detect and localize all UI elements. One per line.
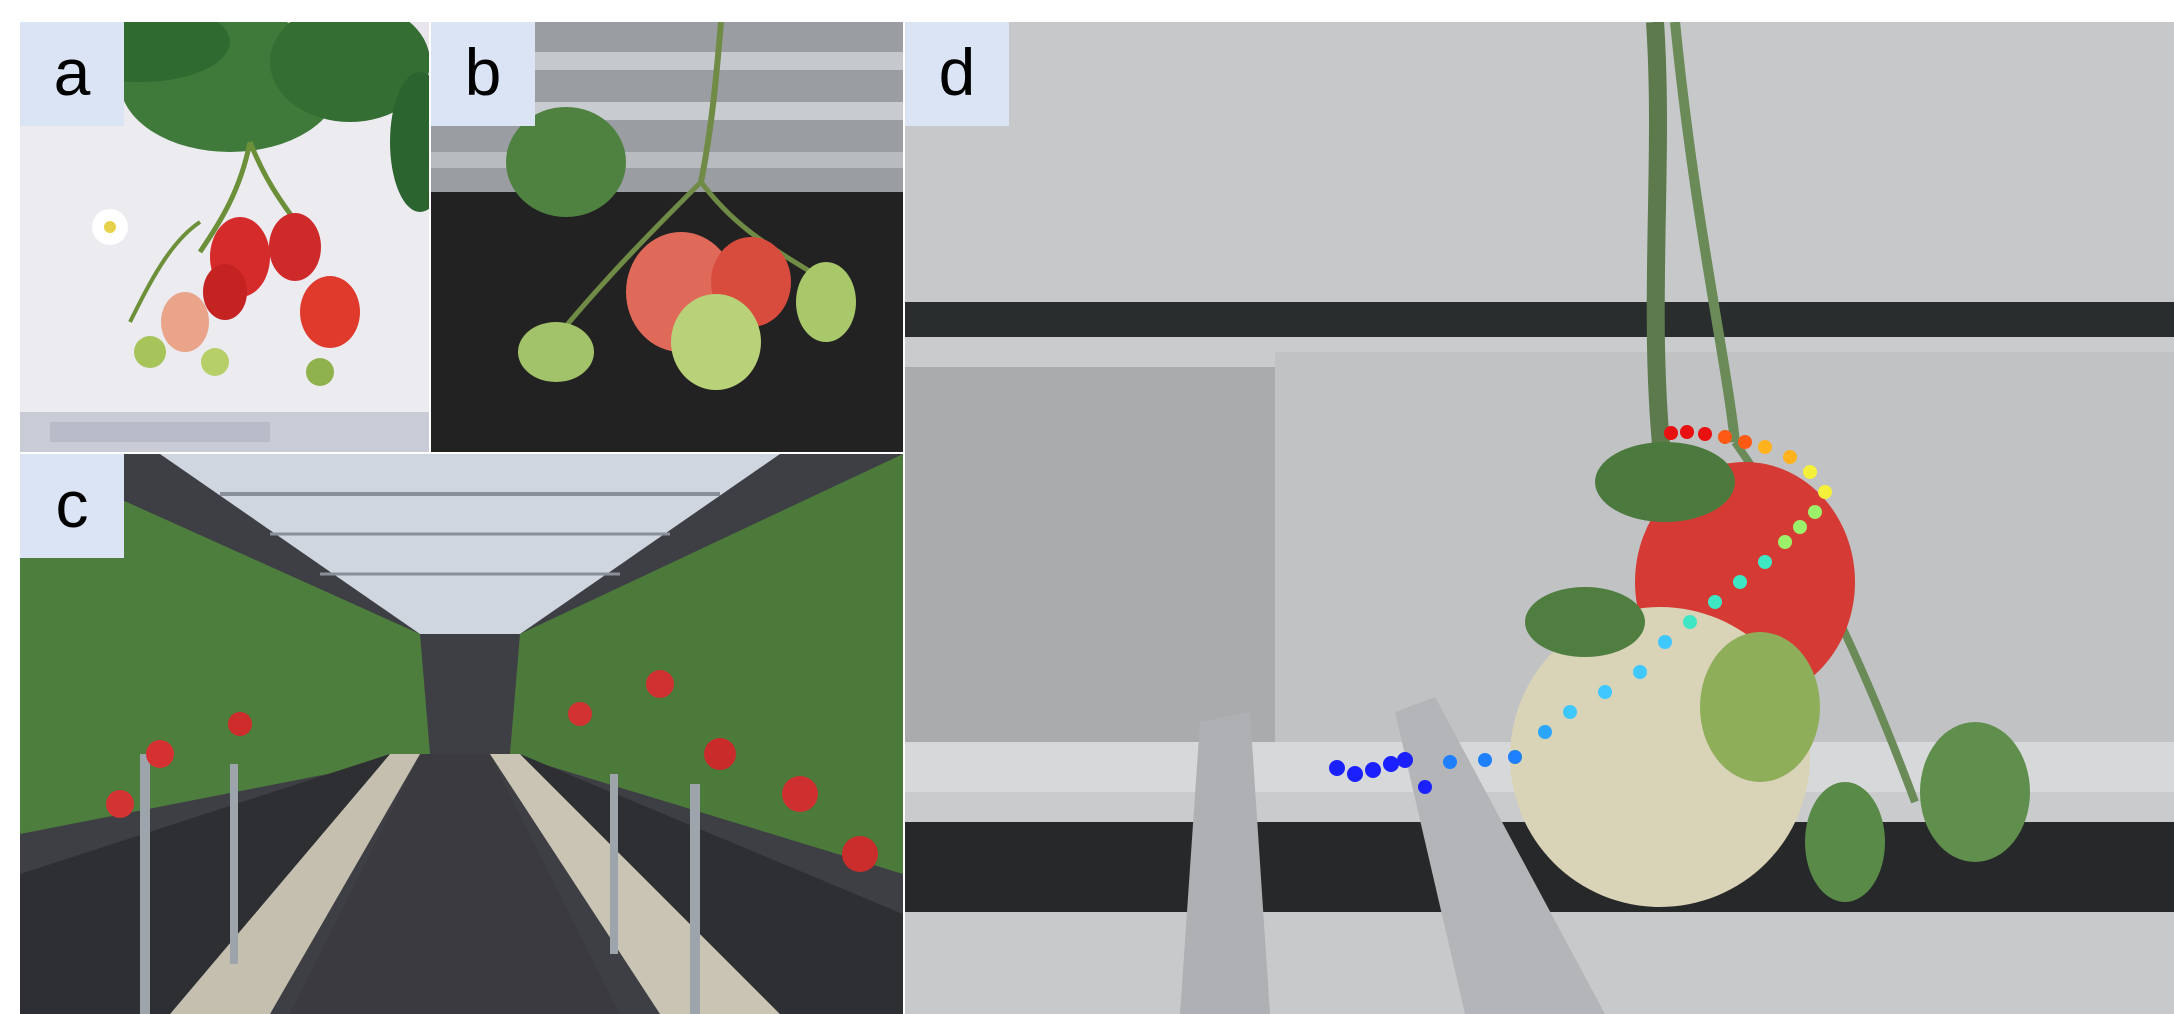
panel-label-b: b [431,22,535,126]
panel-label-a: a [20,22,124,126]
panel-label-d: d [905,22,1009,126]
panel-a: a [20,22,429,452]
trajectory-points [1329,425,1832,794]
panel-b: b [431,22,903,452]
panel-label-c: c [20,454,124,558]
greenhouse-rows-photo [20,454,903,1014]
gripper-trajectory-photo [905,22,2174,1014]
panel-c: c [20,454,903,1014]
panel-d: d [905,22,2174,1014]
